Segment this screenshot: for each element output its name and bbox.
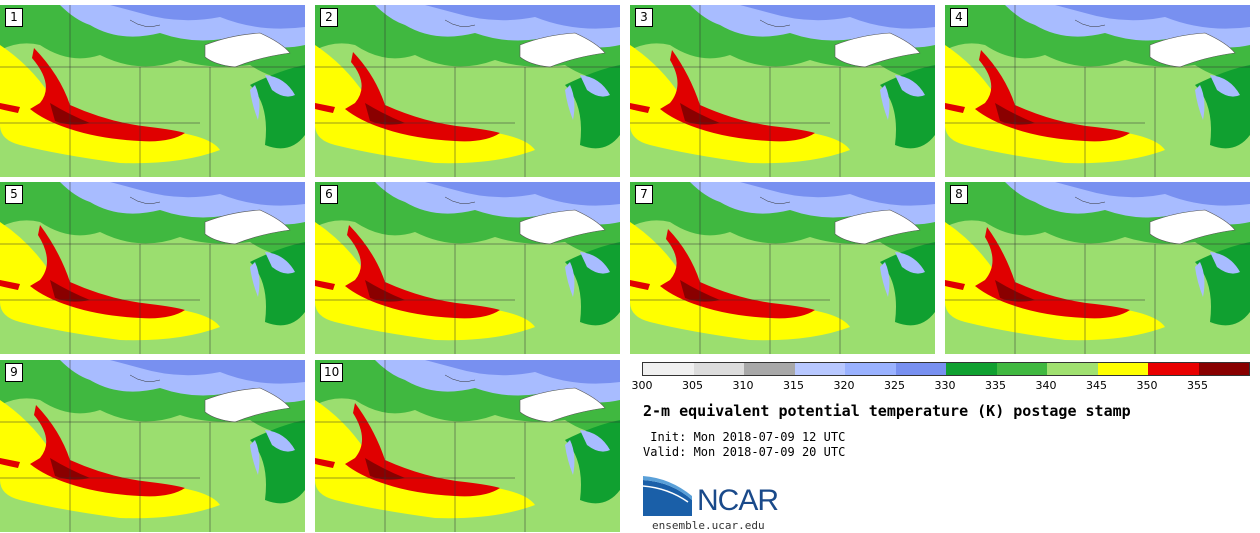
website-link[interactable]: ensemble.ucar.edu [652,519,765,532]
postage-stamp-map: 5 [0,182,305,354]
colorbar-segment [744,363,795,375]
ncar-logo-text: NCAR [697,484,779,517]
member-number-label: 5 [5,185,23,204]
colorbar [642,362,1250,376]
member-number-label: 3 [635,8,653,27]
member-number-label: 8 [950,185,968,204]
colorbar-tick-label: 350 [1136,379,1158,392]
valid-time: Valid: Mon 2018-07-09 20 UTC [643,445,846,459]
member-number-label: 10 [320,363,344,382]
member-number-label: 6 [320,185,338,204]
colorbar-segment [895,363,946,375]
member-number-label: 1 [5,8,23,27]
colorbar-tick-label: 320 [833,379,855,392]
colorbar-segment [1198,363,1249,375]
colorbar-tick-label: 315 [783,379,804,392]
member-number-label: 9 [5,363,23,382]
colorbar-segment [794,363,845,375]
colorbar-segment [946,363,997,375]
colorbar-segment [996,363,1047,375]
colorbar-tick-label: 310 [732,379,754,392]
colorbar-tick-label: 345 [1086,379,1107,392]
postage-stamp-map: 1 [0,5,305,177]
postage-stamp-map: 6 [315,182,620,354]
colorbar-tick-label: 340 [1035,379,1057,392]
postage-stamp-map: 8 [945,182,1250,354]
member-number-label: 2 [320,8,338,27]
ncar-logo-icon [642,476,692,516]
postage-stamp-map: 2 [315,5,620,177]
member-number-label: 7 [635,185,653,204]
figure-title: 2-m equivalent potential temperature (K)… [643,402,1131,420]
colorbar-tick-label: 335 [985,379,1006,392]
colorbar-tick-label: 330 [934,379,956,392]
colorbar-tick-label: 355 [1187,379,1208,392]
init-time: Init: Mon 2018-07-09 12 UTC [643,430,846,444]
colorbar-tick-label: 305 [682,379,703,392]
postage-stamp-map: 4 [945,5,1250,177]
postage-stamp-map: 3 [630,5,935,177]
colorbar-segment [1148,363,1199,375]
postage-stamp-map: 9 [0,360,305,532]
colorbar-segment [693,363,744,375]
colorbar-segment [1097,363,1148,375]
postage-stamp-map: 7 [630,182,935,354]
postage-stamp-map: 10 [315,360,620,532]
colorbar-segment [1047,363,1098,375]
colorbar-segment [643,363,694,375]
colorbar-tick-label: 300 [631,379,653,392]
colorbar-tick-label: 325 [884,379,905,392]
colorbar-segment [845,363,896,375]
member-number-label: 4 [950,8,968,27]
colorbar-tick-labels: 300 305 310 315 320 325 330 335 340 345 350 355 [632,379,1260,393]
